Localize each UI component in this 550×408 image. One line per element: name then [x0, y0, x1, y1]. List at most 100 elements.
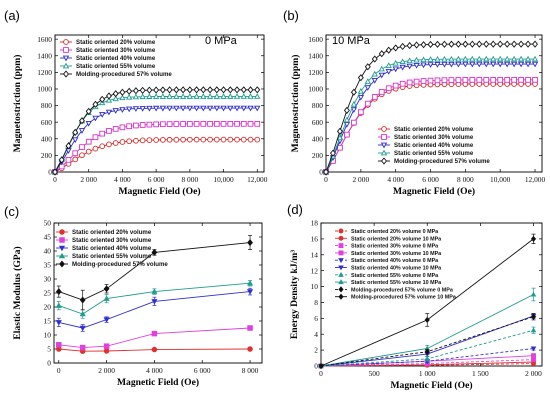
- data-point: [173, 121, 180, 127]
- data-point: [119, 107, 126, 113]
- data-point: [427, 40, 434, 49]
- series-4: [323, 40, 539, 176]
- y-tick-label: 2: [314, 346, 318, 355]
- data-point: [166, 105, 173, 112]
- data-point: [413, 56, 420, 63]
- data-point: [85, 138, 92, 145]
- data-point: [254, 86, 261, 94]
- data-point: [133, 122, 139, 129]
- y-tick-label: 5: [47, 345, 51, 354]
- legend-entry: Static oriented 30% volume: [56, 237, 152, 244]
- data-point: [530, 346, 537, 352]
- legend-marker: [338, 286, 344, 293]
- data-point: [424, 355, 431, 361]
- data-point: [105, 92, 112, 100]
- legend-label: Static oriented 55% volume: [72, 253, 152, 260]
- data-point: [462, 77, 469, 83]
- data-point: [434, 62, 441, 68]
- data-point: [153, 121, 159, 128]
- data-point: [392, 82, 399, 89]
- y-tick-label: 400: [312, 134, 323, 143]
- data-point: [455, 40, 462, 48]
- y-tick-label: 50: [44, 219, 52, 228]
- data-point: [220, 105, 227, 112]
- y-tick-label: 18: [311, 219, 319, 228]
- data-point: [357, 94, 365, 101]
- legend-entry: Static oriented 30% volume 10 MPa: [335, 250, 442, 257]
- plot-frame: [54, 34, 265, 173]
- data-point: [146, 137, 153, 143]
- data-point: [240, 120, 247, 127]
- data-point: [132, 93, 140, 100]
- data-point: [72, 156, 79, 163]
- data-point: [503, 55, 511, 62]
- legend-entry: Static oriented 40% volume: [56, 245, 152, 252]
- data-point: [246, 279, 254, 286]
- x-tick-label: 6 000: [148, 175, 165, 184]
- data-point: [517, 55, 525, 62]
- legend-label: Static oriented 55% volume 10 MPa: [351, 280, 442, 286]
- legend-marker: [62, 62, 70, 69]
- data-point: [220, 93, 227, 99]
- data-point: [85, 120, 92, 127]
- y-tick-label: 1600: [308, 35, 323, 44]
- data-point: [247, 325, 253, 331]
- data-point: [490, 40, 497, 48]
- data-point: [186, 136, 193, 143]
- legend-label: Static oriented 30% volume: [394, 134, 474, 141]
- data-point: [343, 116, 351, 123]
- data-point: [200, 93, 207, 99]
- legend-entry: Static oriented 20% volume: [60, 39, 156, 46]
- y-tick-label: 8: [314, 298, 318, 307]
- legend-marker: [381, 126, 387, 132]
- data-point: [504, 76, 511, 83]
- data-point: [180, 86, 187, 94]
- data-point: [125, 106, 133, 113]
- data-point: [52, 168, 58, 176]
- panel-label: (b): [283, 8, 299, 23]
- data-point: [173, 105, 180, 112]
- data-point: [126, 123, 133, 130]
- data-point: [336, 127, 343, 135]
- series-3: [322, 55, 539, 175]
- data-point: [151, 330, 158, 337]
- data-point: [152, 93, 160, 99]
- legend-label: Static oriented 20% volume 10 MPa: [351, 236, 442, 242]
- data-point: [92, 100, 99, 108]
- data-point: [525, 40, 532, 48]
- data-point: [503, 61, 511, 68]
- x-tick-label: 4 000: [387, 175, 404, 184]
- data-point: [200, 121, 207, 127]
- data-point: [455, 61, 462, 68]
- data-point: [240, 86, 247, 94]
- data-point: [399, 42, 406, 51]
- y-tick-label: 25: [44, 289, 52, 298]
- legend-marker: [338, 265, 344, 271]
- data-point: [424, 348, 430, 355]
- data-point: [351, 119, 357, 126]
- data-point: [160, 121, 166, 128]
- data-point: [173, 93, 180, 99]
- data-point: [406, 41, 413, 50]
- y-axis-label: Elastic Modulus (GPa): [12, 246, 23, 339]
- legend-entry: Static oriented 30% volume: [378, 134, 474, 141]
- series-line: [54, 89, 258, 173]
- data-point: [441, 40, 448, 48]
- data-point: [105, 96, 113, 103]
- y-tick-label: 600: [312, 118, 323, 127]
- data-point: [106, 128, 112, 134]
- data-point: [193, 105, 200, 112]
- legend-label: Static oriented 20% volume 0 MPa: [351, 229, 439, 235]
- data-point: [227, 120, 234, 127]
- data-point: [336, 134, 344, 141]
- data-point: [146, 121, 153, 128]
- chart-panel-d: 0 500 1 000 1 500 2 000 0 2 4 6 8 10 12 14 16 18 Magnet…: [287, 202, 543, 391]
- data-point: [427, 56, 434, 62]
- x-tick-label: 10,000: [490, 175, 511, 184]
- data-point: [227, 105, 234, 112]
- legend-label: Static oriented 40% volume: [72, 245, 152, 252]
- y-tick-label: 14: [311, 250, 319, 259]
- data-point: [247, 136, 254, 143]
- data-point: [254, 136, 261, 143]
